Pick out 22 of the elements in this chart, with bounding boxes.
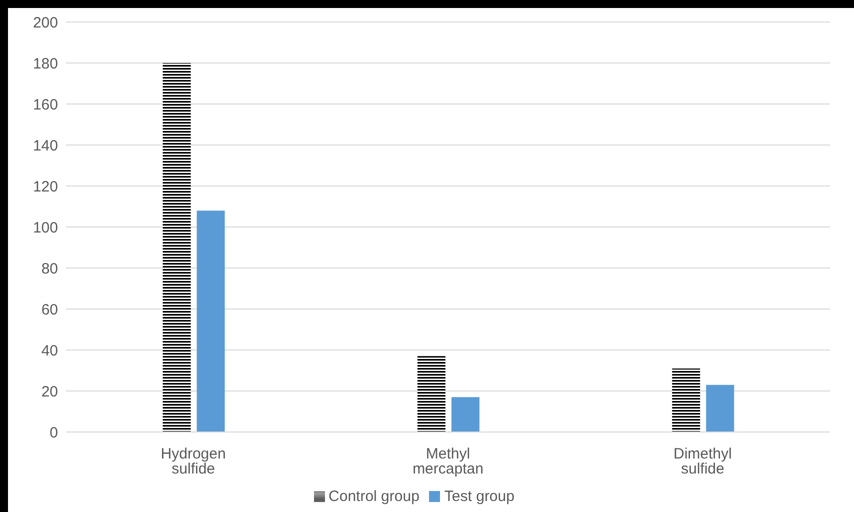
bar bbox=[672, 368, 700, 432]
bar bbox=[162, 63, 191, 432]
y-tick-label: 140 bbox=[32, 137, 58, 154]
y-tick-label: 120 bbox=[32, 178, 58, 196]
bar bbox=[196, 210, 225, 432]
legend-label: Test group bbox=[444, 488, 514, 505]
y-tick-label: 60 bbox=[41, 301, 58, 318]
y-tick-label: 200 bbox=[32, 14, 58, 32]
y-tick-label: 0 bbox=[50, 424, 58, 442]
y-tick-label: 40 bbox=[41, 342, 58, 360]
y-tick-label: 80 bbox=[41, 260, 58, 278]
x-tick-label: Hydrogen sulfide bbox=[160, 446, 226, 478]
y-tick-label: 100 bbox=[32, 219, 58, 236]
bar bbox=[706, 384, 734, 432]
x-tick-label: Dimethyl sulfide bbox=[673, 446, 732, 478]
y-tick-label: 180 bbox=[32, 55, 58, 72]
x-tick-label: Methyl mercaptan bbox=[412, 446, 484, 478]
y-tick-label: 20 bbox=[41, 383, 58, 400]
y-tick-label: 160 bbox=[32, 96, 58, 114]
bar bbox=[451, 397, 480, 432]
bar bbox=[417, 356, 446, 432]
legend-label: Control group bbox=[328, 488, 420, 505]
